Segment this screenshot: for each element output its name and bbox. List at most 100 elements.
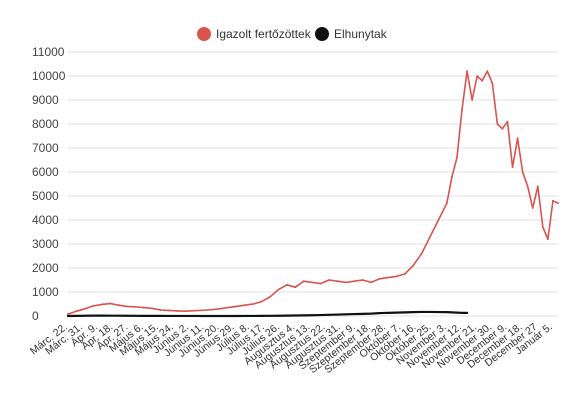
data-point xyxy=(496,123,499,125)
data-point xyxy=(445,202,448,205)
data-point xyxy=(134,314,137,317)
legend-label: Igazolt fertőzöttek xyxy=(216,27,312,41)
data-point xyxy=(536,185,539,188)
data-point xyxy=(92,314,95,317)
data-point xyxy=(193,309,196,312)
data-point xyxy=(412,311,415,314)
data-point xyxy=(412,264,415,267)
data-point xyxy=(201,309,204,312)
data-point xyxy=(319,314,322,316)
y-grid xyxy=(68,51,558,317)
data-point xyxy=(75,310,78,313)
data-point xyxy=(176,315,179,317)
data-point xyxy=(506,120,509,123)
data-point xyxy=(481,79,484,82)
data-point xyxy=(184,310,187,313)
series-layer xyxy=(66,70,559,318)
data-point xyxy=(526,185,529,188)
y-tick-label: 4000 xyxy=(32,213,59,227)
data-point xyxy=(353,313,356,315)
data-point xyxy=(328,279,330,281)
data-point xyxy=(302,280,305,283)
data-point xyxy=(117,314,120,317)
data-point xyxy=(420,311,423,313)
data-point xyxy=(294,286,297,289)
data-point xyxy=(461,311,463,314)
data-point xyxy=(403,273,406,275)
data-point xyxy=(168,315,170,317)
data-point xyxy=(67,315,69,317)
data-point xyxy=(336,313,339,316)
data-point xyxy=(311,281,314,284)
data-point xyxy=(235,305,238,308)
y-tick-label: 2000 xyxy=(32,261,59,275)
data-point xyxy=(501,127,504,130)
data-point xyxy=(387,311,389,314)
y-tick-label: 3000 xyxy=(32,237,59,251)
data-point xyxy=(361,312,364,315)
data-point xyxy=(344,313,347,316)
data-point xyxy=(328,313,330,316)
y-tick-label: 10000 xyxy=(32,69,66,83)
data-point xyxy=(277,314,280,317)
data-point xyxy=(451,311,453,314)
data-point xyxy=(252,315,255,317)
data-point xyxy=(201,315,204,317)
data-point xyxy=(235,315,238,317)
data-point xyxy=(311,314,314,317)
data-point xyxy=(83,307,86,310)
data-point xyxy=(557,202,559,205)
data-point xyxy=(218,315,221,317)
y-tick-label: 9000 xyxy=(32,93,59,107)
data-point xyxy=(243,315,246,317)
data-point xyxy=(126,314,128,317)
data-point xyxy=(218,307,221,310)
x-axis: Márc. 22.Márc. 31.Ápr. 9.Ápr. 18.Ápr. 27… xyxy=(28,320,555,376)
data-point xyxy=(429,311,431,313)
data-point xyxy=(378,277,381,280)
y-axis: 0 1000 2000 3000 4000 5000 6000 7000 8000 9000 100… xyxy=(32,45,66,323)
data-point xyxy=(361,279,364,281)
series-line-1 xyxy=(66,310,469,318)
data-point xyxy=(277,288,280,291)
data-point xyxy=(286,283,288,286)
data-point xyxy=(83,314,86,317)
data-point xyxy=(142,314,145,317)
y-tick-label: 11000 xyxy=(32,45,65,59)
data-point xyxy=(466,311,468,314)
legend: Igazolt fertőzöttek Elhunytak xyxy=(197,27,388,41)
data-point xyxy=(511,166,514,169)
data-point xyxy=(269,295,271,298)
data-point xyxy=(117,304,120,307)
legend-marker xyxy=(315,27,329,41)
data-point xyxy=(109,314,111,317)
data-point xyxy=(260,300,263,303)
data-point xyxy=(437,219,440,221)
data-point xyxy=(344,281,347,284)
data-point xyxy=(210,315,213,317)
data-point xyxy=(521,171,524,173)
series-line-0 xyxy=(67,70,559,315)
y-tick-label: 5000 xyxy=(32,189,59,203)
legend-label: Elhunytak xyxy=(334,27,388,41)
data-point xyxy=(552,199,554,202)
data-point xyxy=(420,252,423,255)
data-point xyxy=(466,70,468,73)
data-point xyxy=(531,207,534,209)
data-point xyxy=(252,303,255,305)
data-point xyxy=(429,235,431,238)
y-tick-label: 6000 xyxy=(32,165,59,179)
data-point xyxy=(336,280,339,283)
data-point xyxy=(378,312,381,315)
y-tick-label: 8000 xyxy=(32,117,59,131)
data-point xyxy=(471,99,474,101)
data-point xyxy=(176,310,179,312)
data-point xyxy=(437,311,440,313)
data-point xyxy=(319,282,322,285)
data-point xyxy=(370,312,372,315)
data-point xyxy=(243,304,246,307)
data-point xyxy=(387,276,389,279)
data-point xyxy=(159,315,162,317)
